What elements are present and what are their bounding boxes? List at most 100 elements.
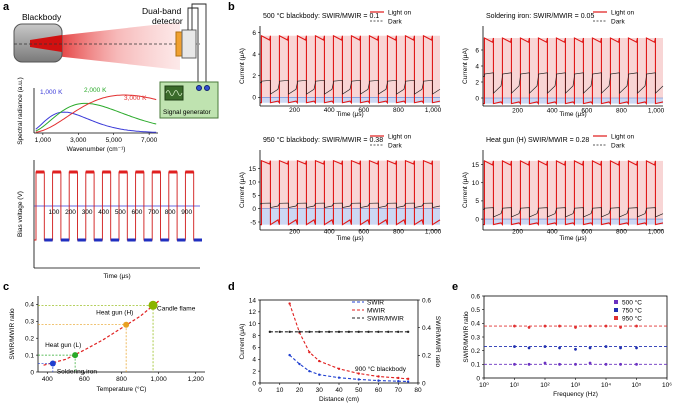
- xtick-label: 1,200: [188, 376, 205, 383]
- ytick-label: 0.2: [25, 336, 34, 343]
- xtick-label: 60: [375, 387, 383, 394]
- light-on-band: [260, 160, 440, 209]
- series-point: [337, 330, 341, 334]
- bias-low-marker: [110, 238, 119, 242]
- data-point: [604, 324, 608, 328]
- series-point: [377, 379, 380, 382]
- xtick-label: 10³: [571, 382, 581, 389]
- light-on-trace: [483, 37, 664, 106]
- data-point: [635, 346, 638, 350]
- bias-low-marker: [177, 238, 186, 242]
- series-point: [387, 330, 390, 334]
- xtick-label: 800: [393, 229, 404, 236]
- series-point: [278, 330, 281, 334]
- ytick-label: -5: [250, 219, 256, 226]
- bias-xticks: 100 200 300 400 500 600 700 800 900: [48, 209, 192, 216]
- data-point: [527, 346, 531, 350]
- dark-band: [483, 219, 663, 225]
- ytick-label: 8: [252, 333, 256, 340]
- xtick-label: 40: [335, 387, 343, 394]
- ytick-label: 0.3: [25, 319, 34, 326]
- xtick-label: 800: [116, 376, 127, 383]
- xtick-label: 200: [512, 108, 523, 115]
- bias-xtick-label: 400: [98, 209, 109, 216]
- data-point: [619, 346, 622, 350]
- y2tick-label: 0.6: [422, 297, 431, 304]
- current-subplot: 15 10 5 0 200 400 600 800 1,000 Time (μs) Current …: [462, 133, 665, 242]
- bias-xtick-label: 100: [48, 209, 59, 216]
- xtick-label: 400: [547, 229, 558, 236]
- data-point: [527, 362, 531, 366]
- data-point: [588, 324, 592, 328]
- data-point: [619, 362, 622, 366]
- series-point: [377, 375, 380, 378]
- point-label: Candle flame: [157, 305, 196, 312]
- ytick-label: 0: [475, 95, 479, 102]
- xtick-label: 50: [355, 387, 363, 394]
- data-point: [574, 362, 577, 366]
- spectrum-xtick-label: 5,000: [106, 137, 123, 144]
- light-on-trace: [260, 34, 441, 105]
- series-point: [298, 330, 301, 334]
- xtick-label: 30: [316, 387, 324, 394]
- data-point: [574, 347, 577, 351]
- series-point: [337, 367, 341, 370]
- series-point: [308, 350, 311, 354]
- spectrum-ylabel: Spectral radiance (a.u.): [17, 77, 24, 145]
- xtick-label: 200: [289, 107, 300, 114]
- light-on-band: [483, 160, 663, 220]
- legend-label: MWIR: [367, 307, 385, 314]
- legend-swatch: [614, 308, 618, 312]
- bias-high-marker: [152, 170, 161, 174]
- ytick-label: 0: [476, 375, 480, 382]
- ir-beam: [55, 22, 180, 70]
- ytick-label: 0.3: [471, 334, 480, 341]
- ytick-label: 10: [472, 180, 480, 187]
- panel-c-ratio-vs-temperature: 0 0.1 0.2 0.3 0.4 400 600 800 1,000 1,200 Solderin…: [9, 296, 205, 393]
- panel-label-d: d: [228, 281, 235, 293]
- current-subplot: 6 4 2 0 200 400 600 800 1,000 Time (μs) Current (μ…: [462, 9, 665, 118]
- bias-high-marker: [119, 170, 128, 174]
- dark-trace: [483, 207, 664, 218]
- series-point: [397, 380, 400, 383]
- light-on-trace: [483, 160, 664, 227]
- ytick-label: 2: [252, 368, 256, 375]
- series-point: [318, 373, 321, 376]
- current-subplot: 15 10 5 0 -5 200 400 600 800 1,000 Time (μs) Curren…: [239, 133, 442, 242]
- series-point: [308, 369, 311, 373]
- data-point: [604, 345, 608, 348]
- ytick-label: 0.1: [471, 362, 480, 369]
- dark-band: [260, 97, 440, 103]
- series-point: [288, 302, 291, 305]
- legend-label: 500 °C: [622, 298, 642, 306]
- xtick-label: 1,000: [425, 107, 442, 114]
- dark-band: [260, 208, 440, 225]
- series-point: [406, 380, 410, 383]
- legend-dark: Dark: [388, 18, 402, 25]
- generator-knob-2: [204, 85, 210, 91]
- legend-label: SWIR/MWIR: [367, 315, 404, 322]
- blackbody-aperture: [30, 35, 62, 52]
- ylabel: Current (μA): [239, 172, 246, 208]
- bias-xtick-label: 800: [165, 209, 176, 216]
- xtick-label: 10²: [540, 382, 550, 389]
- xtick-label: 800: [616, 229, 627, 236]
- xtick-label: 10: [276, 387, 284, 394]
- ytick-label: 2: [475, 79, 479, 86]
- data-point: [619, 326, 622, 329]
- xtick-label: 800: [616, 108, 627, 115]
- ytick-label: 0: [30, 369, 34, 376]
- bias-high-marker: [69, 170, 78, 174]
- signal-generator-wave: [165, 90, 183, 96]
- ytick-label: 5: [475, 198, 479, 205]
- ytick-label: 0.6: [471, 293, 480, 300]
- xtick-label: 1,000: [150, 376, 167, 383]
- xtick-label: 800: [393, 107, 404, 114]
- bias-xlabel: Time (μs): [103, 273, 130, 280]
- series-point: [298, 362, 301, 366]
- data-point: [604, 362, 608, 366]
- bias-level-marks: [36, 170, 202, 242]
- legend-label: SWIR: [367, 299, 384, 306]
- panel-d-distance: 0 2 4 6 8 10 12 14 0 0.2 0.4 0.6 0 10 20 30 40 50 60 70 80 SW…: [239, 297, 441, 403]
